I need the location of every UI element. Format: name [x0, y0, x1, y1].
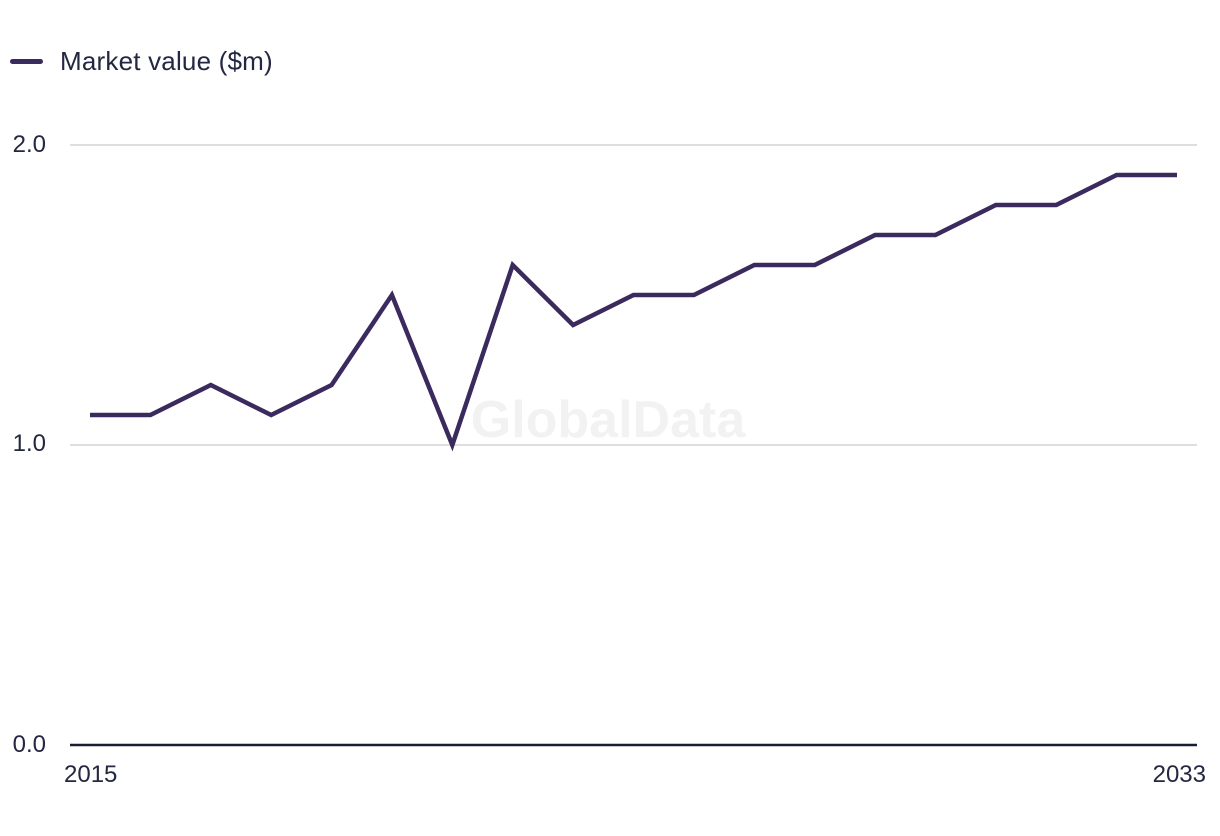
watermark: GlobalData: [471, 391, 747, 449]
y-axis-tick-label-2: 2.0: [12, 131, 46, 158]
y-axis-tick-label-1: 1.0: [12, 430, 46, 457]
y-axis-tick-label-0: 0.0: [12, 731, 46, 758]
x-axis-tick-label-end: 2033: [1152, 761, 1206, 788]
legend-label: Market value ($m): [60, 46, 273, 76]
x-axis-tick-label-start: 2015: [64, 761, 118, 788]
market-value-line: [90, 172, 1177, 452]
legend-line-swatch: [10, 58, 43, 64]
legend: Market value ($m): [10, 44, 273, 78]
